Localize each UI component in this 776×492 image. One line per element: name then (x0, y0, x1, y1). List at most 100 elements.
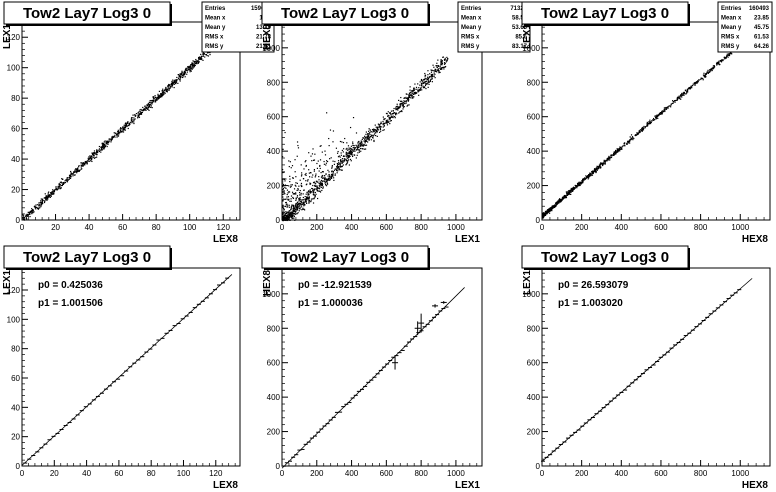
data-point (292, 177, 294, 179)
data-point (42, 202, 44, 205)
data-point (188, 68, 190, 70)
data-point (393, 112, 396, 114)
data-point (710, 68, 712, 70)
data-point (305, 174, 307, 176)
data-point (439, 68, 442, 70)
data-point (345, 153, 347, 155)
data-point (345, 148, 347, 150)
data-point (297, 204, 299, 206)
data-point (93, 152, 96, 154)
data-point (367, 133, 369, 135)
data-point (288, 191, 290, 193)
data-point (153, 96, 155, 98)
data-point (282, 171, 284, 174)
x-tick-label: 0 (280, 223, 285, 232)
data-point (117, 129, 119, 131)
data-point (377, 126, 379, 128)
data-point (402, 102, 404, 104)
data-point (420, 78, 423, 81)
data-point (355, 157, 357, 159)
data-point (652, 117, 655, 120)
data-point (306, 202, 308, 205)
data-point (165, 86, 167, 89)
data-point (302, 201, 304, 203)
data-point (307, 192, 309, 195)
data-point (296, 213, 298, 215)
data-point (316, 186, 318, 188)
data-point (307, 179, 309, 181)
data-point (290, 184, 292, 186)
data-point (140, 113, 143, 115)
data-point (323, 180, 326, 182)
data-point (25, 215, 27, 217)
data-point (179, 80, 181, 82)
data-point (152, 98, 155, 100)
data-point (624, 142, 626, 144)
data-point (117, 135, 120, 137)
data-point (723, 56, 726, 59)
data-point (655, 118, 657, 120)
data-point (584, 178, 587, 180)
x-tick-label: 0 (540, 223, 545, 232)
data-point (574, 187, 576, 189)
data-point (292, 207, 294, 209)
data-point (647, 122, 649, 124)
data-point (192, 60, 194, 62)
data-point (688, 87, 690, 90)
data-point (288, 215, 290, 217)
data-point (646, 121, 648, 124)
data-point (648, 121, 650, 123)
data-point (405, 100, 407, 102)
data-point (293, 188, 296, 190)
data-point (166, 89, 168, 91)
data-point (104, 145, 107, 148)
y-tick-label: 400 (527, 393, 541, 402)
x-tick-label: 40 (82, 469, 91, 478)
data-point (337, 160, 340, 162)
data-point (296, 182, 298, 184)
data-point (117, 131, 119, 133)
data-point (431, 78, 433, 80)
data-point (124, 125, 127, 127)
data-point (197, 57, 200, 59)
data-point (365, 140, 367, 143)
data-point (312, 174, 314, 176)
chart-panel-6: 0 200 400 600 800 100002004006008001000HEX8LE… (521, 245, 771, 491)
data-point (285, 202, 287, 204)
data-point (66, 177, 68, 179)
data-point (431, 77, 433, 79)
data-point (75, 170, 77, 173)
data-point (370, 135, 372, 138)
data-point (131, 118, 133, 121)
data-point (390, 110, 393, 112)
x-tick-label: 200 (575, 469, 589, 478)
data-point (288, 217, 291, 219)
data-point (401, 103, 403, 105)
data-point (138, 114, 140, 117)
data-point (409, 92, 412, 94)
data-point (298, 199, 300, 201)
data-point (545, 211, 547, 214)
data-point (409, 86, 411, 88)
data-point (100, 146, 102, 148)
data-point (321, 189, 323, 192)
data-point (720, 61, 723, 63)
data-point (77, 168, 79, 170)
data-point (135, 115, 137, 117)
data-point (293, 217, 295, 219)
data-point (644, 126, 647, 128)
data-point (595, 170, 597, 172)
stats-value: 13.19 (256, 25, 272, 31)
data-point (565, 195, 567, 197)
data-point (197, 62, 199, 64)
y-tick-label: 0 (276, 216, 281, 225)
data-point (125, 123, 128, 126)
data-point (664, 107, 666, 109)
data-point (121, 128, 123, 130)
data-point (373, 139, 375, 141)
data-point (307, 194, 309, 196)
x-tick-label: 1000 (447, 469, 465, 478)
data-point (177, 82, 179, 84)
data-point (191, 68, 193, 71)
data-point (402, 105, 404, 107)
